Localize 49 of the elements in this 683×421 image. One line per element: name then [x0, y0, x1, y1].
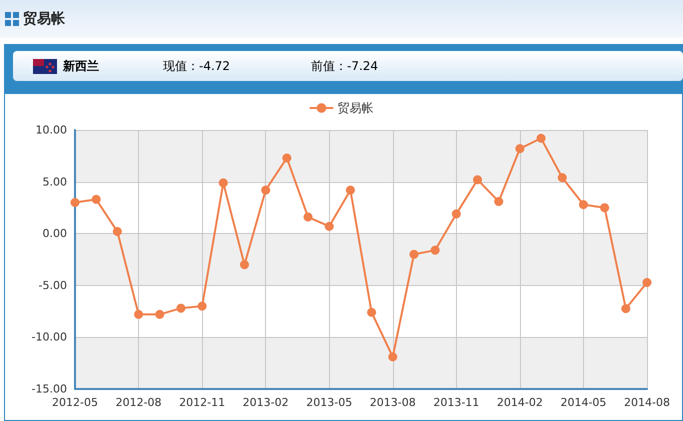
legend-label: 贸易帐: [338, 101, 374, 115]
point: [494, 196, 504, 206]
x-tick-label: 2014-08: [624, 396, 670, 409]
y-tick-label: 0.00: [42, 227, 67, 240]
x-tick-label: 2013-05: [306, 396, 352, 409]
x-tick-label: 2014-02: [496, 396, 543, 409]
point: [282, 153, 292, 162]
x-tick-label: 2012-08: [116, 396, 162, 409]
point: [452, 209, 461, 218]
point: [642, 278, 652, 287]
point: [430, 246, 440, 255]
point: [198, 302, 207, 311]
text: 前值：-7.24: [311, 58, 378, 74]
point: [388, 352, 398, 362]
point: [70, 198, 80, 208]
point: [304, 212, 313, 222]
point: [409, 250, 418, 259]
point: [324, 222, 334, 231]
point: [515, 144, 524, 154]
x-tick-label: 2013-02: [242, 396, 289, 409]
y-tick-label: -5.00: [38, 278, 67, 292]
point: [578, 200, 588, 210]
x-tick-label: 2013-08: [370, 396, 416, 409]
point: [92, 194, 101, 204]
text: 新西兰: [63, 58, 100, 74]
y-tick-label: 5.00: [42, 175, 67, 188]
x-tick-label: 2012-11: [179, 396, 226, 409]
point: [155, 310, 164, 319]
point: [367, 308, 376, 317]
point: [600, 203, 610, 212]
point: [346, 186, 355, 195]
y-tick-label: -10.00: [32, 330, 67, 344]
point: [176, 304, 186, 313]
x-tick-label: 2012-05: [52, 396, 98, 409]
point: [112, 227, 122, 236]
point: [134, 310, 144, 319]
point: [558, 173, 567, 182]
point: [240, 260, 249, 270]
chart-title: 贸易帐: [23, 10, 65, 28]
point: [473, 175, 482, 184]
x-tick-label: 2013-11: [433, 396, 480, 409]
point: [536, 134, 546, 143]
x-tick-label: 2014-05: [560, 396, 606, 409]
point: [621, 304, 630, 314]
point: [218, 178, 228, 188]
point: [261, 186, 270, 195]
y-tick-label: -15.00: [32, 382, 67, 396]
text: 现值：-4.72: [163, 58, 232, 74]
y-tick-label: 10.00: [36, 124, 67, 136]
